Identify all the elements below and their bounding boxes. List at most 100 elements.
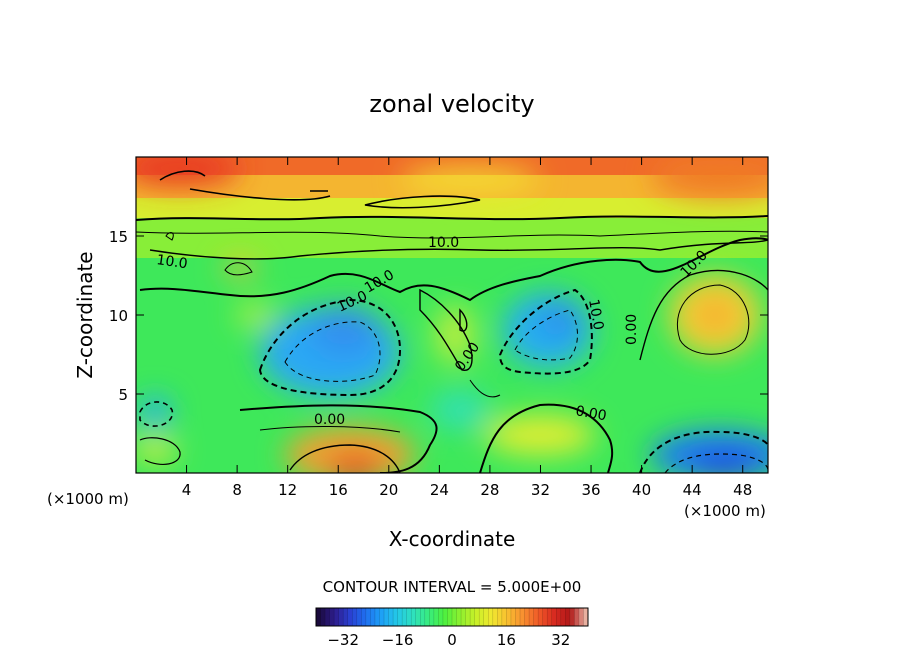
y-tick-label: 10: [109, 307, 128, 325]
colorbar-cell: [365, 608, 371, 626]
colorbar-cell: [438, 608, 444, 626]
colorbar-cell: [547, 608, 553, 626]
colorbar-cell: [515, 608, 521, 626]
colorbar-cell: [560, 608, 566, 626]
colorbar-cell: [316, 608, 322, 626]
colorbar-cell: [424, 608, 430, 626]
colorbar-cell: [447, 608, 453, 626]
colorbar-cell: [325, 608, 331, 626]
colorbar-cell: [510, 608, 516, 626]
colorbar-cell: [361, 608, 367, 626]
contour-label: 0.00: [314, 412, 345, 428]
colorbar-cell: [420, 608, 426, 626]
y-tick-label: 5: [118, 386, 128, 404]
colorbar-cell: [406, 608, 412, 626]
colorbar-cell: [506, 608, 512, 626]
x-tick-label: 24: [430, 481, 449, 499]
contour-label: 0.00: [624, 314, 640, 345]
x-tick-label: 32: [531, 481, 550, 499]
colorbar-tick-label: 0: [447, 631, 457, 649]
x-tick-label: 36: [581, 481, 600, 499]
x-tick-label: 44: [683, 481, 702, 499]
colorbar-cell: [370, 608, 376, 626]
colorbar-cell: [452, 608, 458, 626]
colorbar: [315, 608, 589, 626]
x-tick-label: 4: [182, 481, 192, 499]
x-axis-ticks: 4 8 12 16 20 24 28 32 36 40 44 48: [182, 157, 752, 499]
colorbar-cell: [329, 608, 335, 626]
colorbar-tick-label: 16: [497, 631, 516, 649]
colorbar-cell: [334, 608, 340, 626]
colorbar-cell: [465, 608, 471, 626]
x-unit-label-right: (×1000 m): [684, 502, 766, 520]
x-tick-label: 12: [278, 481, 297, 499]
y-axis-title: Z-coordinate: [73, 251, 97, 378]
contour-label: 10.0: [155, 252, 188, 272]
velocity-field: 10.0 10.0 10.0 10.0 10.0 10.0 0.00 0.00 …: [136, 157, 768, 473]
x-unit-label-left: (×1000 m): [47, 490, 129, 508]
colorbar-cell: [347, 608, 353, 626]
colorbar-cell: [415, 608, 421, 626]
x-axis-title: X-coordinate: [389, 527, 516, 551]
colorbar-cell: [565, 608, 571, 626]
colorbar-cell: [497, 608, 503, 626]
colorbar-cell: [529, 608, 535, 626]
contour-lines: [136, 170, 768, 473]
colorbar-cell: [343, 608, 349, 626]
colorbar-cell: [356, 608, 362, 626]
colorbar-frame: [315, 607, 589, 627]
colorbar-tick-label: 32: [551, 631, 570, 649]
contour-label: 0.00: [574, 403, 607, 424]
y-tick-label: 15: [109, 228, 128, 246]
colorbar-cell: [442, 608, 448, 626]
colorbar-cell: [352, 608, 358, 626]
colorbar-cell: [479, 608, 485, 626]
colorbar-cell: [492, 608, 498, 626]
x-tick-label: 16: [329, 481, 348, 499]
contour-interval-text: CONTOUR INTERVAL = 5.000E+00: [323, 578, 582, 596]
colorbar-cell: [461, 608, 467, 626]
colorbar-cell: [374, 608, 380, 626]
colorbar-cell: [320, 608, 326, 626]
colorbar-cell: [574, 608, 580, 626]
colorbar-cell: [488, 608, 494, 626]
colorbar-cell: [551, 608, 557, 626]
chart-title: zonal velocity: [369, 90, 534, 118]
colorbar-cell: [388, 608, 394, 626]
colorbar-cell: [583, 608, 589, 626]
y-axis-ticks: 5 10 15: [109, 228, 768, 404]
x-tick-label: 8: [232, 481, 242, 499]
colorbar-cell: [429, 608, 435, 626]
colorbar-cell: [538, 608, 544, 626]
colorbar-cell: [397, 608, 403, 626]
x-tick-label: 20: [379, 481, 398, 499]
colorbar-cell: [411, 608, 417, 626]
colorbar-tick-label: −32: [327, 631, 359, 649]
colorbar-cell: [393, 608, 399, 626]
colorbar-ticks: −32 −16 0 16 32: [327, 631, 570, 649]
colorbar-cell: [569, 608, 575, 626]
colorbar-cell: [470, 608, 476, 626]
x-tick-label: 48: [733, 481, 752, 499]
contour-label: 10.0: [585, 298, 606, 331]
colorbar-cell: [402, 608, 408, 626]
colorbar-cell: [533, 608, 539, 626]
colorbar-tick-label: −16: [382, 631, 414, 649]
colorbar-cell: [433, 608, 439, 626]
colorbar-cell: [338, 608, 344, 626]
colorbar-cell: [501, 608, 507, 626]
colorbar-cell: [379, 608, 385, 626]
colorbar-cell: [483, 608, 489, 626]
colorbar-cell: [556, 608, 562, 626]
colorbar-cell: [456, 608, 462, 626]
colorbar-cell: [474, 608, 480, 626]
colorbar-cell: [520, 608, 526, 626]
colorbar-cell: [542, 608, 548, 626]
contour-label: 10.0: [428, 235, 459, 251]
colorbar-cell: [384, 608, 390, 626]
colorbar-cell: [578, 608, 584, 626]
x-tick-label: 40: [632, 481, 651, 499]
x-tick-label: 28: [480, 481, 499, 499]
colorbar-cell: [524, 608, 530, 626]
